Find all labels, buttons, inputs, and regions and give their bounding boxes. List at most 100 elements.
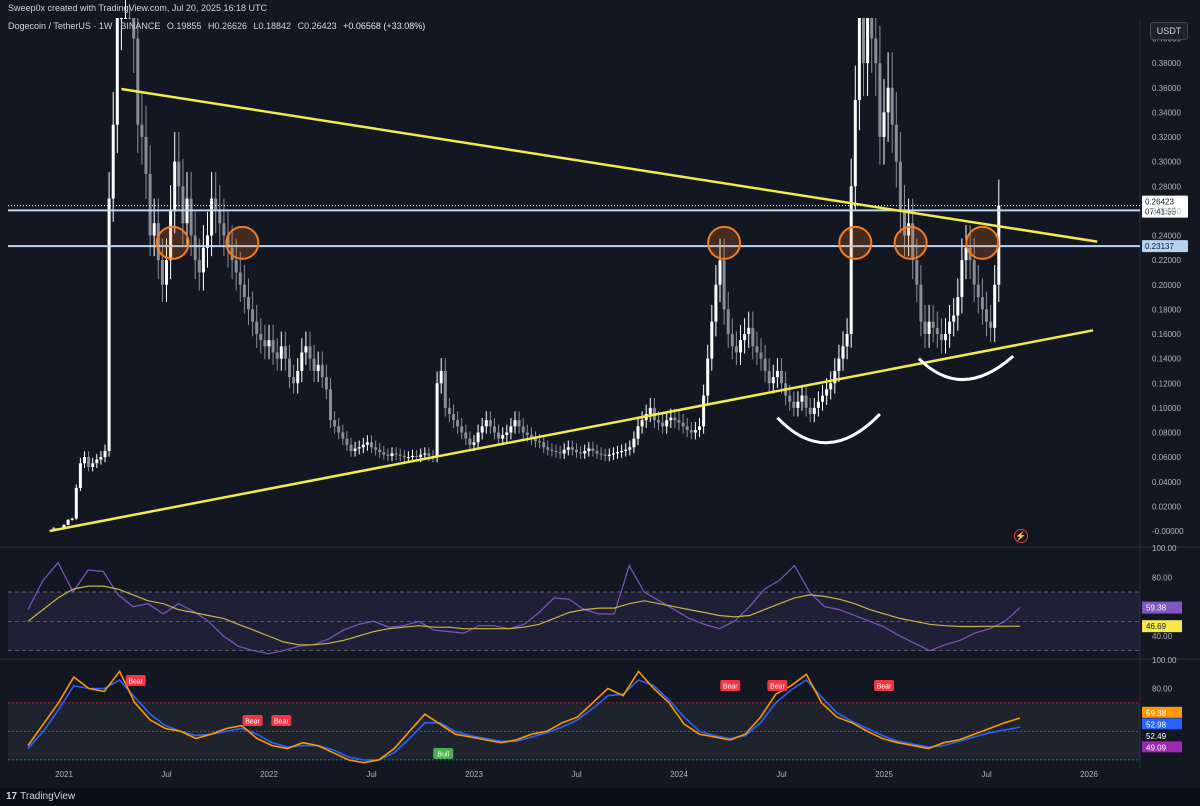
candle-body — [394, 453, 398, 455]
tradingview-logo[interactable]: 17 TradingView — [6, 791, 75, 802]
candle-body — [370, 442, 373, 448]
candle-body — [681, 422, 685, 427]
footer: 17 TradingView — [0, 788, 1200, 806]
tv-mark-icon: 17 — [6, 791, 18, 802]
candle-body — [952, 315, 956, 322]
bear-marker — [720, 680, 741, 691]
last-price-label: 0.26423 — [1145, 198, 1174, 207]
candle-body — [706, 358, 710, 396]
candle-body — [443, 370, 447, 408]
time-tick-label: 2023 — [465, 770, 483, 779]
price-tick-label: 0.04000 — [1152, 478, 1181, 487]
candle-body — [382, 452, 386, 455]
candle-body — [948, 321, 952, 334]
time-axis: 2021 Jul 2022 Jul 2023 Jul 2024 Jul 2025 Jul 2026 — [55, 770, 1098, 779]
time-tick-label: 2025 — [875, 770, 893, 779]
candle-body — [165, 260, 168, 285]
currency-button[interactable]: USDT — [1150, 22, 1188, 40]
candle-body — [808, 407, 812, 415]
candle-body — [575, 449, 578, 453]
candle-body — [128, 18, 132, 19]
price-tick-label: 0.10000 — [1152, 404, 1181, 413]
candle-body — [624, 449, 628, 451]
close-value: C0.26423 — [297, 21, 337, 31]
stoch-slow-line — [27, 678, 1021, 761]
candle-body — [579, 452, 583, 454]
candle-body — [677, 420, 681, 423]
candle-body — [550, 449, 554, 451]
marker-label: Bear — [274, 719, 289, 726]
candle-body — [242, 284, 246, 298]
candle-body — [456, 420, 460, 427]
candle-body — [640, 420, 644, 427]
candle-body — [472, 442, 476, 445]
marker-label: Bear — [128, 679, 143, 686]
price-tick-label: 0.16000 — [1152, 330, 1181, 339]
candle-body — [300, 352, 304, 371]
candle-body — [538, 441, 542, 443]
candle-body — [894, 124, 898, 162]
stoch-tick-label: 80.00 — [1152, 685, 1173, 694]
candle-body — [115, 18, 119, 125]
candle-body — [886, 87, 890, 113]
candle-body — [218, 210, 222, 224]
candle-body — [107, 198, 111, 451]
candle-body — [558, 452, 562, 454]
low-value: L0.18842 — [253, 21, 292, 31]
marker-label: Bear — [723, 684, 738, 691]
candle-body — [124, 18, 127, 19]
time-tick-label: Jul — [161, 770, 171, 779]
price-tick-label: 0.22000 — [1152, 256, 1181, 265]
candle-body — [136, 38, 140, 125]
candle-body — [214, 198, 218, 211]
candle-body — [739, 340, 742, 353]
stoch-value-label-bg — [1142, 729, 1182, 741]
stoch-value-label-bg — [1142, 741, 1182, 753]
candle-body — [423, 453, 427, 455]
candle-body — [226, 235, 230, 248]
candle-body — [923, 321, 927, 334]
price-tick-label: 0.28000 — [1152, 182, 1181, 191]
candle-body — [156, 223, 160, 261]
candle-body — [837, 358, 841, 371]
symbol-title[interactable]: Dogecoin / TetherUS · 1W · BINANCE — [8, 21, 161, 31]
candle-body — [447, 407, 451, 415]
marker-label: Bear — [245, 719, 260, 726]
time-tick-label: Jul — [366, 770, 376, 779]
retest-circle — [838, 225, 873, 260]
candle-body — [324, 377, 328, 390]
candle-body — [234, 260, 238, 273]
candle-body — [501, 434, 505, 439]
candle-body — [989, 321, 993, 328]
candle-body — [238, 272, 242, 285]
time-tick-label: Jul — [981, 770, 991, 779]
price-tick-label: 0.36000 — [1152, 84, 1181, 93]
candle-body — [603, 454, 607, 456]
rounded-bottom-arc — [917, 355, 1015, 381]
price-tick-label: 0.20000 — [1152, 281, 1181, 290]
candle-body — [767, 370, 771, 384]
price-candles — [52, 0, 1001, 529]
candle-body — [976, 284, 980, 298]
candle-body — [702, 395, 706, 427]
candle-body — [734, 346, 738, 353]
lightning-icon[interactable]: ⚡ — [1014, 529, 1028, 543]
candle-body — [554, 450, 558, 453]
change-value: +0.06568 (+33.08%) — [343, 21, 426, 31]
stoch-value-label: 59.38 — [1146, 709, 1167, 718]
candle-body — [911, 223, 915, 261]
stoch-rsi-pane: 100.00 80.00 Bear Bear Bear Bull Bear Bear Bear 5… — [8, 656, 1182, 764]
candle-body — [333, 420, 337, 427]
candle-body — [907, 223, 911, 236]
rsi-value-label: 46.69 — [1146, 622, 1167, 631]
candle-body — [206, 235, 209, 248]
candle-body — [406, 457, 410, 459]
candle-body — [718, 260, 722, 285]
stoch-value-label: 52.49 — [1146, 732, 1167, 741]
candle-body — [304, 346, 308, 353]
candle-body — [665, 420, 669, 427]
candle-body — [427, 453, 431, 456]
candle-body — [673, 417, 677, 421]
candle-body — [255, 321, 259, 334]
candle-body — [857, 18, 861, 101]
